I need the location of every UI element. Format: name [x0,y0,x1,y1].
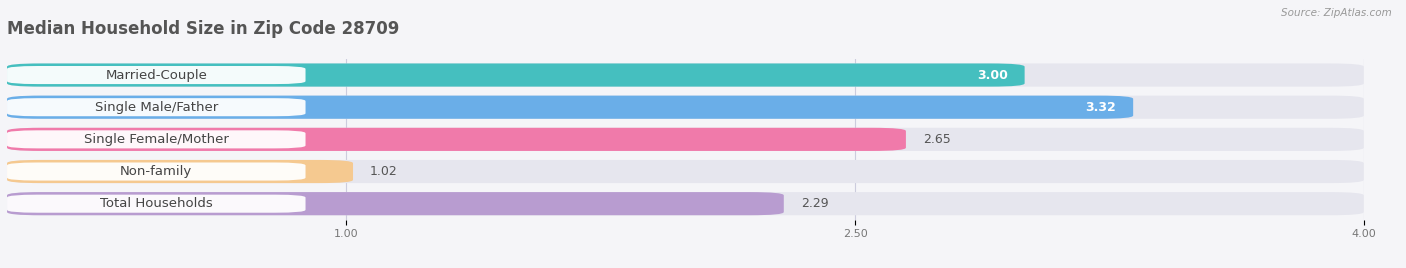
Text: 2.29: 2.29 [801,197,828,210]
Text: 3.00: 3.00 [977,69,1008,81]
FancyBboxPatch shape [7,98,305,116]
FancyBboxPatch shape [7,160,353,183]
Text: Single Female/Mother: Single Female/Mother [84,133,229,146]
FancyBboxPatch shape [7,192,1364,215]
Text: Median Household Size in Zip Code 28709: Median Household Size in Zip Code 28709 [7,20,399,38]
Text: 2.65: 2.65 [922,133,950,146]
Text: Single Male/Father: Single Male/Father [94,101,218,114]
FancyBboxPatch shape [7,66,305,84]
FancyBboxPatch shape [7,96,1133,119]
Text: Source: ZipAtlas.com: Source: ZipAtlas.com [1281,8,1392,18]
FancyBboxPatch shape [7,195,305,213]
Text: Total Households: Total Households [100,197,212,210]
FancyBboxPatch shape [7,192,783,215]
FancyBboxPatch shape [7,128,905,151]
Text: 1.02: 1.02 [370,165,398,178]
Text: 3.32: 3.32 [1085,101,1116,114]
FancyBboxPatch shape [7,130,305,148]
FancyBboxPatch shape [7,64,1025,87]
FancyBboxPatch shape [7,160,1364,183]
FancyBboxPatch shape [7,96,1364,119]
FancyBboxPatch shape [7,162,305,181]
FancyBboxPatch shape [7,128,1364,151]
Text: Married-Couple: Married-Couple [105,69,207,81]
Text: Non-family: Non-family [120,165,193,178]
FancyBboxPatch shape [7,64,1364,87]
